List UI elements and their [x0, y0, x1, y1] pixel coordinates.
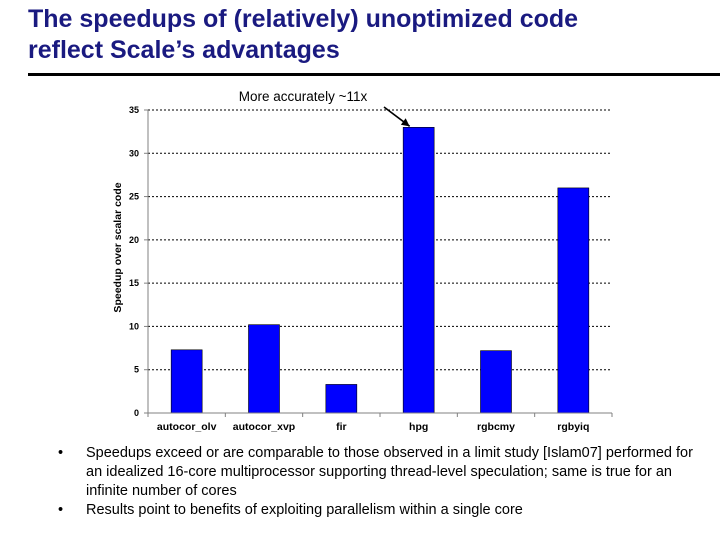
bullet-text: Speedups exceed or are comparable to tho…: [86, 445, 693, 499]
bar-rgbcmy: [480, 350, 512, 414]
y-tick-label: 25: [129, 192, 139, 202]
y-tick-label: 10: [129, 321, 139, 331]
axes: [144, 109, 613, 417]
x-category-label: rgbyiq: [557, 421, 589, 433]
slide-title-line-2: reflect Scale’s advantages: [28, 36, 340, 64]
bar-hpg: [402, 127, 435, 414]
bar-autocor_xvp: [248, 324, 280, 414]
annotation-arrowhead: [400, 118, 410, 127]
x-category-label: fir: [336, 421, 347, 433]
bar-fir: [325, 384, 358, 414]
title-divider: [28, 73, 720, 76]
bullet-symbol: •: [58, 502, 64, 518]
x-category-label: rgbcmy: [477, 421, 515, 433]
speedup-bar-chart: 0 5 10 15 20 25 30 35 autocor_olv autocor_xvp fir h…: [112, 89, 613, 433]
y-tick-label: 0: [134, 408, 139, 418]
y-axis-title: Speedup over scalar code: [112, 182, 124, 312]
annotation-text: More accurately ~11x: [239, 89, 368, 104]
x-category-label: hpg: [409, 421, 428, 433]
slide-title: The speedups of (relatively) unoptimized…: [28, 4, 708, 66]
x-category-label: autocor_xvp: [233, 421, 295, 433]
bullet-symbol: •: [58, 445, 64, 461]
y-tick-label: 20: [129, 235, 139, 245]
bullet-text: Results point to benefits of exploiting …: [86, 502, 523, 518]
gridlines: [148, 109, 612, 371]
y-tick-label: 5: [134, 365, 139, 375]
bullet-item: • Speedups exceed or are comparable to t…: [58, 444, 708, 501]
x-category-label: autocor_olv: [157, 421, 217, 433]
bars: [170, 127, 590, 414]
slide-title-line-1: The speedups of (relatively) unoptimized…: [28, 5, 579, 33]
y-tick-label: 15: [129, 278, 139, 288]
bullet-list: • Speedups exceed or are comparable to t…: [58, 444, 708, 520]
bullet-item: • Results point to benefits of exploitin…: [58, 501, 708, 520]
labels: 0 5 10 15 20 25 30 35 autocor_olv autocor_xvp fir h…: [112, 89, 589, 433]
y-tick-label: 30: [129, 148, 139, 158]
bar-rgbyiq: [557, 187, 590, 414]
y-tick-label: 35: [129, 105, 139, 115]
bar-autocor_olv: [170, 349, 203, 414]
